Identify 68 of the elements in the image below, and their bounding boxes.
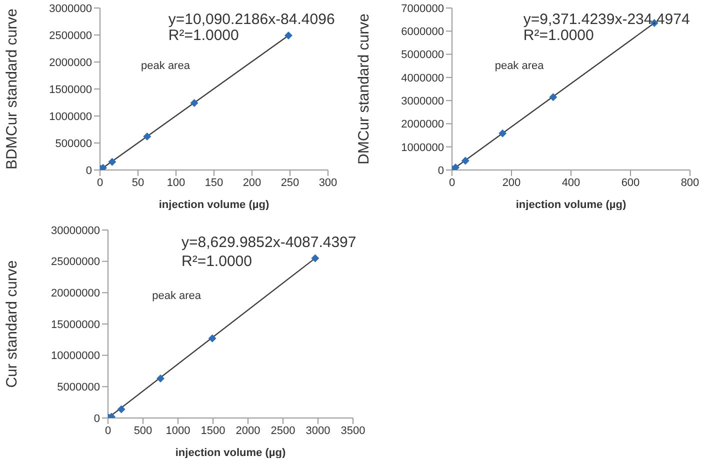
y-tick-label: 1500000	[49, 84, 92, 96]
point	[498, 129, 507, 138]
y-tick-label: 25000000	[51, 256, 100, 268]
x-tick-label: 600	[621, 176, 640, 189]
point	[117, 405, 126, 414]
annotation: peak area	[141, 60, 190, 72]
annotation: peak area	[494, 60, 544, 72]
y-tick-label: 30000000	[51, 224, 100, 237]
y-tick-label: 5000000	[401, 49, 444, 62]
x-axis-title: injection volume (µg)	[158, 199, 270, 211]
y-axis-title: BDMCur standard curve	[4, 8, 20, 170]
x-tick-label: 1000	[166, 424, 190, 437]
point	[143, 132, 152, 141]
y-tick-label: 4000000	[401, 72, 444, 84]
point	[452, 163, 460, 170]
y-tick-label: 6000000	[401, 26, 444, 38]
annotation: y=10,090.2186x-84.4096	[168, 11, 335, 28]
x-tick-label: 250	[280, 176, 300, 189]
y-tick-label: 20000000	[51, 288, 100, 300]
point	[108, 158, 116, 166]
x-tick-label: 2000	[236, 424, 260, 437]
y-tick-label: 2500000	[49, 30, 92, 42]
y-tick-label: 1000000	[401, 142, 444, 154]
x-tick-label: 400	[562, 176, 580, 189]
y-tick-label: 500000	[55, 138, 92, 150]
x-axis-title: injection volume (µg)	[175, 447, 286, 459]
y-tick-label: 3000000	[49, 2, 92, 15]
x-tick-label: 3500	[340, 424, 366, 437]
annotation: y=9,371.4239x-234.4974	[523, 11, 690, 28]
x-tick-label: 2500	[270, 424, 296, 437]
x-tick-label: 200	[502, 176, 521, 189]
x-tick-label: 300	[318, 176, 338, 189]
x-tick-label: 0	[448, 176, 456, 189]
point	[156, 374, 164, 383]
x-tick-label: 50	[132, 176, 144, 189]
annotation: R²=1.0000	[168, 27, 239, 44]
y-tick-label: 1000000	[49, 110, 92, 123]
x-tick-label: 500	[134, 424, 152, 437]
point	[549, 93, 558, 102]
point	[190, 99, 198, 108]
annotation: y=8,629.9852x-4087.4397	[182, 234, 356, 251]
x-axis-title: injection volume (µg)	[516, 199, 626, 211]
y-tick-label: 15000000	[51, 318, 100, 331]
x-tick-label: 0	[104, 424, 112, 437]
annotation: R²=1.0000	[182, 252, 252, 270]
y-tick-label: 3000000	[401, 95, 444, 108]
y-axis-title: Cur standard curve	[4, 260, 20, 388]
y-tick-label: 10000000	[51, 350, 100, 362]
y-tick-label: 2000000	[401, 118, 444, 131]
x-tick-label: 200	[242, 176, 262, 189]
y-tick-label: 2000000	[49, 56, 92, 69]
x-tick-label: 800	[680, 176, 700, 189]
y-axis-title: DMCur standard curve	[356, 14, 372, 164]
x-tick-label: 150	[204, 176, 224, 189]
y-tick-label: 7000000	[401, 2, 444, 15]
point	[461, 156, 470, 165]
y-tick-label: 0	[86, 164, 92, 177]
annotation: peak area	[152, 290, 202, 302]
x-tick-label: 1500	[200, 424, 226, 437]
annotation: R²=1.0000	[523, 27, 594, 44]
x-tick-label: 100	[166, 176, 186, 189]
y-tick-label: 0	[94, 412, 100, 425]
point	[284, 32, 292, 40]
point	[311, 254, 320, 262]
x-tick-label: 3000	[306, 424, 330, 437]
point	[208, 334, 216, 342]
y-tick-label: 0	[438, 164, 444, 177]
y-tick-label: 5000000	[57, 382, 100, 394]
